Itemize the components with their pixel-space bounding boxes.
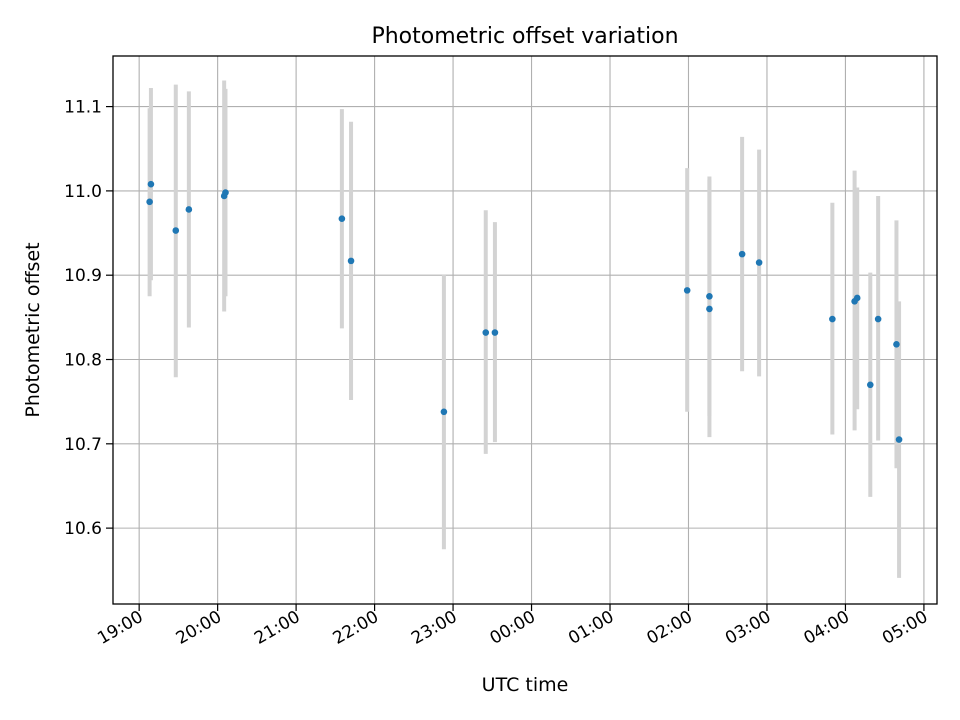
data-point bbox=[866, 381, 874, 389]
y-tick-label: 10.7 bbox=[64, 435, 102, 455]
data-point bbox=[829, 315, 836, 323]
data-point bbox=[874, 315, 882, 323]
y-tick-label: 10.9 bbox=[64, 266, 102, 286]
plot-frame bbox=[112, 55, 938, 605]
y-tick-label: 10.8 bbox=[64, 351, 102, 371]
y-tick-label: 11.1 bbox=[64, 98, 102, 118]
data-point bbox=[893, 341, 900, 348]
x-axis-label: UTC time bbox=[482, 674, 569, 696]
y-tick-label: 10.6 bbox=[64, 519, 102, 539]
data-point bbox=[172, 227, 180, 234]
data-point bbox=[683, 287, 691, 294]
data-point bbox=[738, 250, 746, 258]
data-point bbox=[347, 257, 355, 265]
data-point bbox=[895, 436, 903, 443]
data-points bbox=[146, 180, 903, 443]
data-point bbox=[706, 305, 713, 313]
data-point bbox=[222, 189, 229, 196]
data-point bbox=[482, 329, 490, 336]
data-point bbox=[440, 408, 448, 416]
chart-title: Photometric offset variation bbox=[371, 24, 678, 49]
y-axis: 10.6 10.7 10.8 10.9 11.0 11.1 bbox=[64, 98, 113, 539]
y-tick-label: 11.0 bbox=[64, 182, 102, 202]
data-point bbox=[706, 292, 713, 300]
data-point bbox=[853, 294, 861, 302]
data-point bbox=[491, 329, 499, 336]
data-point bbox=[185, 206, 193, 213]
data-point bbox=[755, 259, 763, 266]
grid bbox=[113, 56, 937, 604]
data-point bbox=[146, 198, 153, 206]
data-point bbox=[338, 215, 346, 223]
y-axis-label: Photometric offset bbox=[22, 242, 44, 417]
data-point bbox=[147, 180, 155, 188]
